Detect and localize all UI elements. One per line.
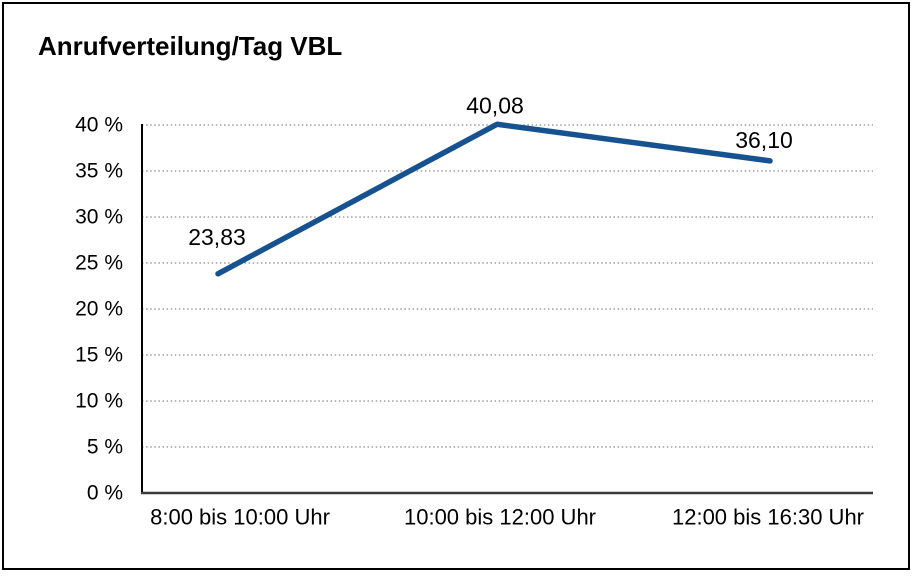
y-tick-label: 30 % (75, 206, 123, 229)
y-tick-label: 20 % (75, 298, 123, 321)
y-tick-label: 25 % (75, 252, 123, 275)
y-tick-label: 10 % (75, 390, 123, 413)
x-category-label: 10:00 bis 12:00 Uhr (404, 505, 596, 530)
chart-title: Anrufverteilung/Tag VBL (38, 31, 343, 61)
y-tick-label: 40 % (75, 114, 123, 137)
data-label: 40,08 (466, 92, 524, 118)
y-tick-label: 35 % (75, 160, 123, 183)
data-label: 23,83 (188, 224, 246, 250)
data-label: 36,10 (735, 127, 793, 153)
x-category-label: 8:00 bis 10:00 Uhr (150, 505, 330, 530)
y-tick-label: 0 % (87, 482, 123, 505)
y-tick-label: 15 % (75, 344, 123, 367)
x-category-label: 12:00 bis 16:30 Uhr (672, 505, 864, 530)
y-tick-label: 5 % (87, 436, 123, 459)
series-line (215, 121, 773, 277)
chart-frame (2, 2, 910, 570)
